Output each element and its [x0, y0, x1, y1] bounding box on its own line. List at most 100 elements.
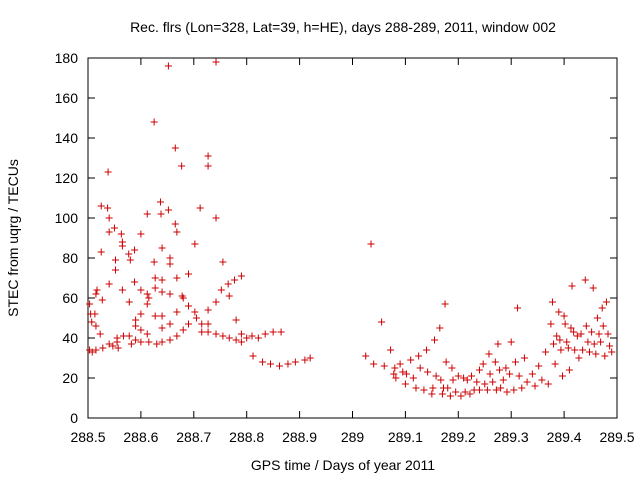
- data-point: [225, 292, 233, 300]
- data-point: [191, 308, 199, 316]
- data-point: [248, 332, 256, 340]
- data-point: [402, 370, 410, 378]
- data-point: [553, 332, 561, 340]
- data-point: [212, 58, 220, 66]
- data-point: [468, 372, 476, 380]
- data-point: [217, 286, 225, 294]
- data-point: [179, 326, 187, 334]
- data-point: [125, 298, 133, 306]
- y-tick-label: 0: [70, 410, 78, 426]
- data-point: [277, 328, 285, 336]
- data-point: [166, 290, 174, 298]
- data-point: [132, 322, 140, 330]
- data-point: [254, 334, 262, 342]
- data-point: [158, 312, 166, 320]
- data-point: [494, 340, 502, 348]
- data-point: [424, 368, 432, 376]
- data-point: [560, 312, 568, 320]
- data-point: [306, 354, 314, 362]
- data-point: [93, 286, 101, 294]
- y-axis-label: STEC from uqrg / TECUs: [5, 159, 21, 317]
- data-point: [137, 326, 145, 334]
- data-point: [104, 168, 112, 176]
- data-point: [212, 214, 220, 222]
- x-tick-label: 288.8: [229, 429, 264, 445]
- data-point: [589, 284, 597, 292]
- data-point: [523, 378, 531, 386]
- data-point: [557, 346, 565, 354]
- data-point: [446, 392, 454, 400]
- data-point: [466, 390, 474, 398]
- data-point: [502, 364, 510, 372]
- data-point: [420, 386, 428, 394]
- data-point: [150, 258, 158, 266]
- data-point: [438, 390, 446, 398]
- data-point: [370, 360, 378, 368]
- x-tick-label: 289.2: [441, 429, 476, 445]
- data-point: [430, 336, 438, 344]
- data-point: [391, 364, 399, 372]
- data-point: [392, 374, 400, 382]
- data-point: [219, 332, 227, 340]
- data-point: [444, 384, 452, 392]
- data-point: [219, 258, 227, 266]
- data-point: [301, 356, 309, 364]
- data-points: [86, 58, 616, 400]
- y-tick-label: 80: [62, 250, 78, 266]
- data-point: [105, 340, 113, 348]
- data-point: [164, 62, 172, 70]
- data-point: [151, 284, 159, 292]
- data-point: [225, 334, 233, 342]
- data-point: [511, 358, 519, 366]
- data-point: [118, 286, 126, 294]
- data-point: [237, 338, 245, 346]
- data-point: [196, 204, 204, 212]
- data-point: [173, 274, 181, 282]
- data-point: [481, 380, 489, 388]
- data-point: [249, 352, 257, 360]
- data-point: [567, 324, 575, 332]
- data-point: [243, 334, 251, 342]
- data-point: [137, 310, 145, 318]
- data-point: [380, 362, 388, 370]
- data-point: [423, 346, 431, 354]
- data-point: [499, 376, 507, 384]
- data-point: [390, 370, 398, 378]
- data-point: [518, 384, 526, 392]
- data-point: [158, 324, 166, 332]
- data-point: [173, 228, 181, 236]
- data-point: [275, 362, 283, 370]
- data-point: [492, 386, 500, 394]
- data-point: [125, 250, 133, 258]
- data-point: [565, 366, 573, 374]
- data-point: [507, 338, 515, 346]
- data-point: [96, 330, 104, 338]
- data-point: [99, 344, 107, 352]
- data-point: [158, 276, 166, 284]
- data-point: [145, 338, 153, 346]
- data-point: [259, 358, 267, 366]
- data-point: [448, 364, 456, 372]
- data-point: [131, 246, 139, 254]
- data-point: [237, 272, 245, 280]
- data-point: [437, 376, 445, 384]
- data-point: [601, 352, 609, 360]
- data-point: [137, 338, 145, 346]
- data-point: [550, 340, 558, 348]
- data-point: [178, 162, 186, 170]
- data-point: [132, 336, 140, 344]
- data-point: [291, 358, 299, 366]
- data-point: [604, 330, 612, 338]
- data-point: [92, 290, 100, 298]
- data-point: [131, 278, 139, 286]
- data-point: [401, 380, 409, 388]
- data-point: [112, 256, 120, 264]
- data-point: [204, 162, 212, 170]
- data-point: [496, 366, 504, 374]
- data-point: [538, 376, 546, 384]
- data-point: [475, 366, 483, 374]
- data-point: [599, 322, 607, 330]
- data-point: [171, 220, 179, 228]
- data-point: [151, 274, 159, 282]
- y-tick-label: 100: [55, 210, 79, 226]
